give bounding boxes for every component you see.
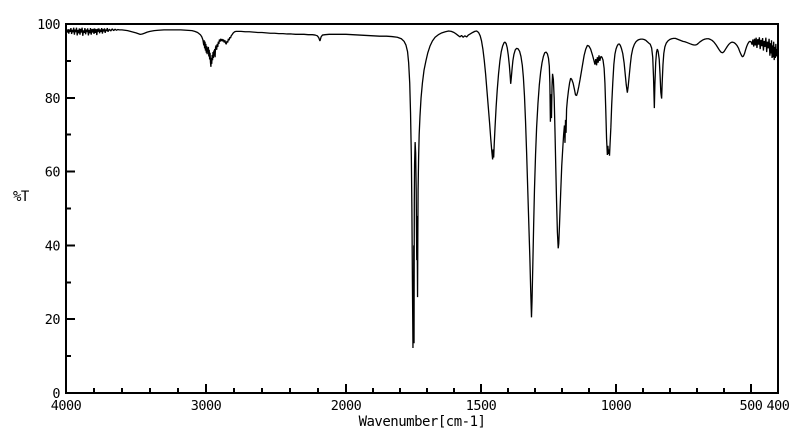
x-tick-label: 4000 (51, 398, 82, 414)
y-tick-label: 40 (45, 238, 61, 254)
plot-frame (65, 23, 779, 394)
y-tick-label: 100 (37, 17, 60, 33)
y-axis-title: %T (13, 189, 29, 205)
x-tick-label: 1500 (466, 398, 497, 414)
y-tick-label: 60 (45, 165, 61, 181)
x-axis-title: Wavenumber[cm-1] (358, 414, 486, 430)
spectrum-trace (65, 27, 779, 348)
x-tick-label: 3000 (191, 398, 222, 414)
y-tick-label: 80 (45, 91, 61, 107)
x-tick-label: 400 (767, 398, 790, 414)
y-tick-label: 20 (45, 312, 61, 328)
x-tick-label: 500 (740, 398, 763, 414)
x-tick-label: 1000 (601, 398, 632, 414)
x-tick-label: 2000 (331, 398, 362, 414)
y-tick-label: 0 (52, 386, 60, 402)
